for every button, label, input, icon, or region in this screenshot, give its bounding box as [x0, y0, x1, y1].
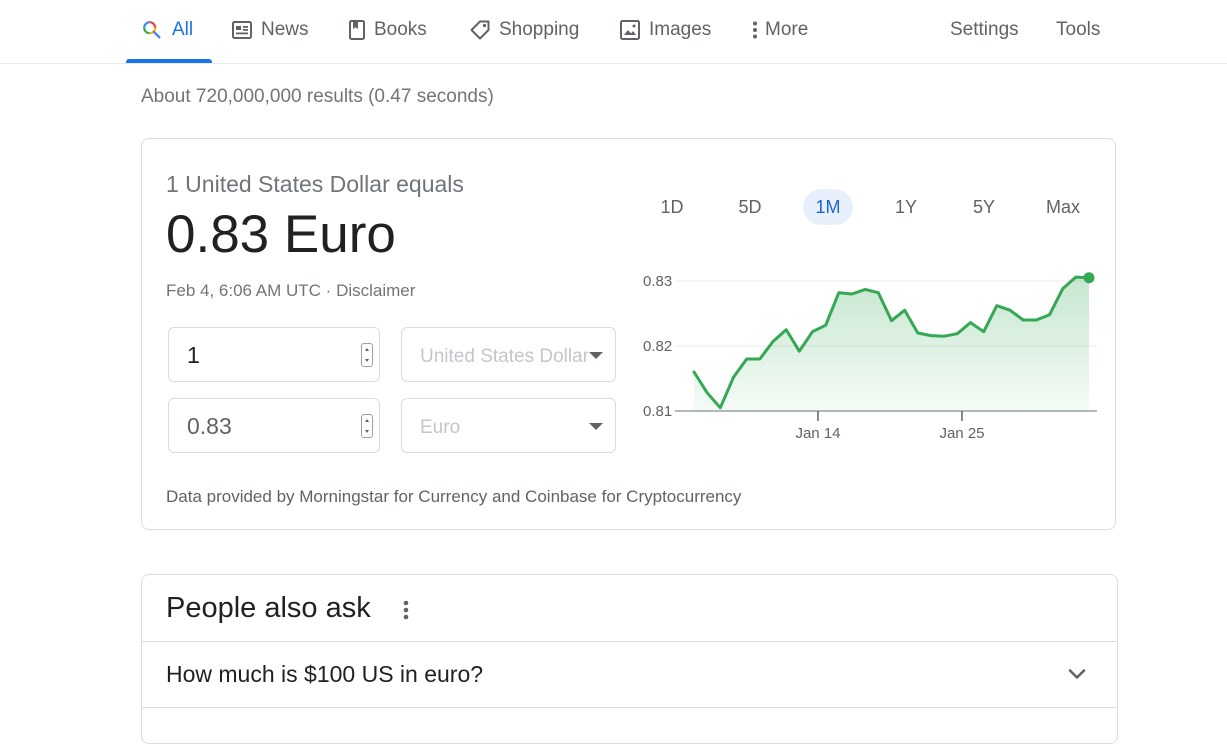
people-also-ask: People also ask How much is $100 US in e… — [141, 574, 1118, 744]
tab-label: Shopping — [499, 19, 580, 40]
to-amount-stepper[interactable] — [361, 414, 373, 438]
news-icon — [232, 21, 252, 39]
range-1d[interactable]: 1D — [660, 196, 684, 217]
range-max[interactable]: Max — [1045, 196, 1080, 217]
tab-images[interactable]: Images — [620, 0, 711, 60]
to-currency-value: Euro — [420, 417, 461, 438]
search-icon — [141, 19, 163, 41]
tab-label: More — [765, 19, 809, 40]
disclaimer-link[interactable]: Disclaimer — [336, 281, 416, 300]
timestamp-line: Feb 4, 6:06 AM UTC · Disclaimer — [166, 281, 415, 301]
divider — [142, 641, 1117, 642]
from-currency-value: United States Dollar — [420, 346, 588, 367]
currency-converter-card: 1 United States Dollar equals 0.83 Euro … — [141, 138, 1116, 530]
to-currency-select[interactable]: Euro — [401, 398, 616, 453]
image-icon — [620, 20, 640, 40]
tools-link[interactable]: Tools — [1056, 19, 1101, 40]
range-1m[interactable]: 1M — [803, 189, 853, 225]
tab-all[interactable]: All — [141, 0, 193, 60]
separator: · — [320, 281, 337, 300]
from-amount-value: 1 — [187, 342, 200, 368]
x-tick-label: Jan 25 — [939, 425, 984, 442]
data-source-note: Data provided by Morningstar for Currenc… — [166, 487, 742, 506]
timestamp: Feb 4, 6:06 AM UTC — [166, 281, 321, 300]
exchange-rate-chart[interactable]: 0.81 0.82 0.83 Jan 14 Jan 25 — [637, 264, 1102, 464]
tab-label: Images — [649, 19, 712, 40]
equals-label: 1 United States Dollar equals — [166, 171, 464, 197]
tab-books[interactable]: Books — [349, 0, 427, 60]
paa-question[interactable]: How much is $100 US in euro? — [166, 661, 484, 687]
area-fill — [694, 277, 1089, 411]
search-tabs: All News Books — [0, 0, 1227, 64]
tab-label: Books — [374, 19, 427, 40]
y-tick-label: 0.81 — [643, 403, 672, 420]
chevron-down-icon[interactable] — [1066, 663, 1088, 690]
conversion-result: 0.83 Euro — [166, 205, 396, 264]
tab-shopping[interactable]: Shopping — [470, 0, 579, 60]
tab-label: News — [261, 19, 309, 40]
to-amount-value: 0.83 — [187, 413, 232, 439]
x-tick-label: Jan 14 — [795, 425, 840, 442]
dropdown-caret-icon — [589, 352, 603, 359]
result-stats: About 720,000,000 results (0.47 seconds) — [141, 86, 494, 107]
tab-more[interactable]: More — [751, 0, 808, 60]
tab-label: All — [172, 19, 194, 40]
from-currency-select[interactable]: United States Dollar — [401, 327, 616, 382]
divider — [142, 707, 1117, 708]
range-5y[interactable]: 5Y — [972, 196, 996, 217]
range-5d[interactable]: 5D — [738, 196, 762, 217]
more-vert-icon — [751, 20, 759, 40]
tag-icon — [470, 20, 490, 40]
to-amount-input[interactable]: 0.83 — [168, 398, 380, 453]
paa-title: People also ask — [166, 592, 371, 624]
latest-point-marker — [1083, 272, 1095, 284]
from-amount-stepper[interactable] — [361, 343, 373, 367]
y-tick-label: 0.83 — [643, 273, 672, 290]
tab-news[interactable]: News — [232, 0, 309, 60]
active-tab-indicator — [126, 59, 212, 63]
y-tick-label: 0.82 — [643, 338, 672, 355]
rate-line — [692, 275, 1091, 410]
range-1y[interactable]: 1Y — [894, 196, 918, 217]
more-options-icon[interactable] — [398, 599, 414, 621]
book-icon — [349, 20, 365, 40]
dropdown-caret-icon — [589, 423, 603, 430]
settings-link[interactable]: Settings — [950, 19, 1019, 40]
from-amount-input[interactable]: 1 — [168, 327, 380, 382]
